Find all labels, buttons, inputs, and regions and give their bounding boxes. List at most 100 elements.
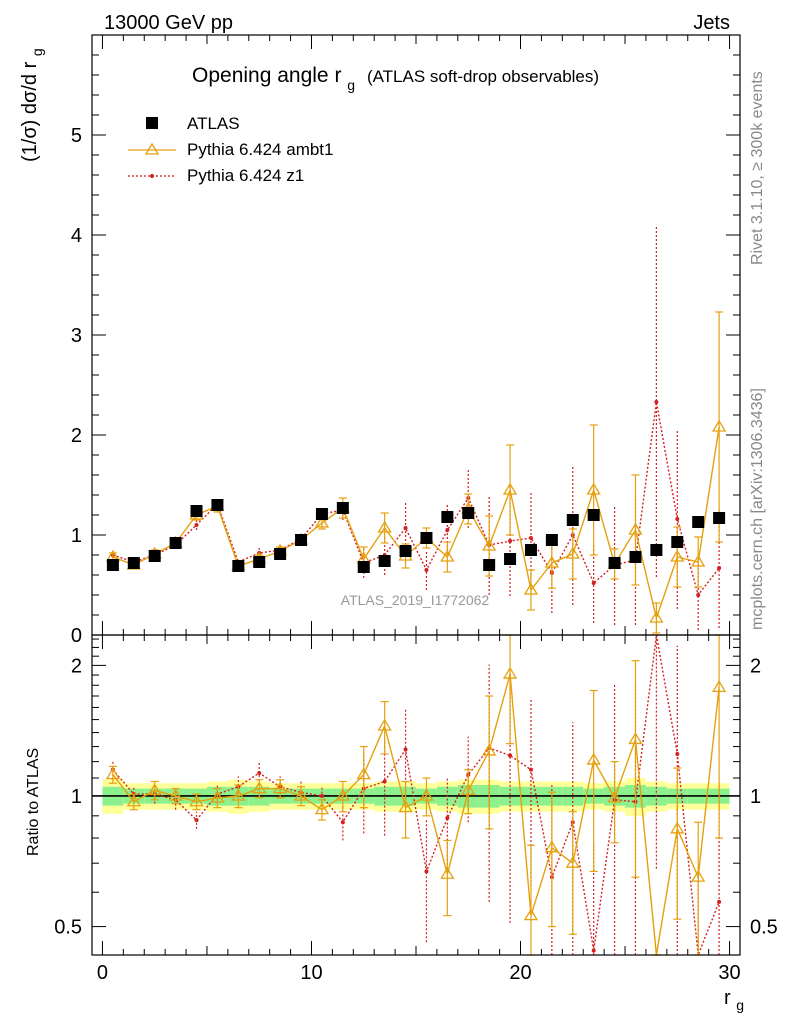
ratio-point-ambt1 [168,788,183,801]
main-y-tick-label: 5 [71,125,82,147]
header-process: Jets [693,12,730,34]
main-point-atlas [629,551,642,563]
y-axis-label-ratio: Ratio to ATLAS [25,748,42,856]
x-axis-label-sub: g [736,997,744,1013]
ratio-y-tick-label-right: 1 [750,786,761,808]
ratio-y-tick-label-left: 2 [71,655,82,677]
ratio-point-ambt1 [272,781,288,794]
main-point-ambt1 [502,482,518,495]
ratio-point-ambt1 [105,767,121,780]
main-y-tick-label: 1 [71,525,82,547]
legend: ATLAS Pythia 6.424 ambt1 Pythia 6.424 z1 [128,114,333,185]
ratio-point-ambt1 [461,783,476,796]
main-point-z1 [675,517,680,521]
legend-ambt1-label: Pythia 6.424 ambt1 [187,140,333,159]
ratio-point-z1 [424,869,429,874]
x-tick-label: 30 [718,962,740,984]
main-point-atlas [357,561,370,573]
ratio-point-ambt1 [565,855,580,868]
chart-title-suffix: (ATLAS soft-drop observables) [367,67,599,86]
ratio-point-ambt1 [440,867,455,879]
main-point-atlas [420,532,433,544]
main-point-ambt1 [314,515,330,528]
main-point-atlas [148,550,161,562]
mcplots-label: mcplots.cern.ch [arXiv:1306.3436] [749,388,766,630]
main-point-ambt1 [565,546,580,559]
y-axis-label-main-text: (1/σ) dσ/d r [19,61,41,162]
main-point-atlas [295,534,308,546]
x-axis-label: r g [724,987,744,1013]
x-tick-label: 20 [509,962,531,984]
main-point-atlas [190,505,203,517]
main-point-atlas [336,502,349,514]
main-point-ambt1 [440,549,455,562]
main-point-ambt1 [482,538,497,551]
main-series-line-z1 [112,401,720,597]
ratio-point-ambt1 [544,840,560,853]
ratio-point-ambt1 [126,794,141,807]
ratio-point-ambt1 [607,790,622,803]
main-point-atlas [399,545,412,557]
main-point-ambt1 [691,554,706,567]
main-point-atlas [106,559,119,571]
ratio-point-z1 [528,767,533,772]
y-axis-label-main-sub: g [29,48,45,56]
ratio-point-ambt1 [419,788,434,801]
legend-atlas-marker [146,117,158,129]
main-point-z1 [508,539,513,543]
ratio-point-ambt1 [356,767,371,780]
main-point-atlas [524,544,537,556]
main-point-atlas [504,553,517,565]
main-point-ambt1 [628,522,643,535]
main-point-atlas [671,536,684,548]
ratio-y-tick-label-left: 1 [71,786,82,808]
ratio-point-ambt1 [252,781,267,794]
main-point-z1 [528,536,533,540]
ratio-y-tick-label-left: 0.5 [54,917,82,939]
chart-title-text: Opening angle r [192,64,341,87]
main-point-atlas [378,555,391,567]
main-point-z1 [424,568,429,572]
chart-title: Opening angle r g (ATLAS soft-drop obser… [192,64,599,95]
ratio-point-z1 [194,818,199,823]
ratio-point-ambt1 [523,908,539,921]
main-y-tick-label: 2 [71,425,82,447]
x-tick-label: 0 [97,962,108,984]
legend-atlas-label: ATLAS [187,114,240,133]
main-point-z1 [194,523,199,527]
main-point-atlas [545,534,558,546]
main-point-atlas [232,560,245,572]
ratio-y-tick-label-right: 2 [750,655,761,677]
legend-ambt1-marker [144,142,160,155]
main-point-ambt1 [649,610,664,623]
ratio-point-z1 [403,747,408,752]
header-energy: 13000 GeV pp [104,12,233,34]
analysis-watermark: ATLAS_2019_I1772062 [341,592,490,608]
ratio-point-ambt1 [586,752,601,765]
ratio-point-z1 [717,899,722,904]
ratio-point-ambt1 [377,718,392,731]
main-point-ambt1 [523,582,539,595]
x-axis-label-text: r [724,987,731,1009]
main-series-line-ambt1 [112,426,720,621]
ratio-point-z1 [508,753,513,758]
ratio-point-z1 [591,948,596,953]
main-point-ambt1 [586,482,601,495]
ratio-point-z1 [340,820,345,825]
ratio-point-z1 [257,770,262,775]
ratio-point-ambt1 [314,802,330,815]
main-point-atlas [274,548,287,560]
ratio-point-ambt1 [482,743,497,756]
ratio-point-ambt1 [210,790,225,803]
main-point-ambt1 [544,555,560,568]
ratio-point-ambt1 [189,794,204,807]
main-point-ambt1 [377,520,392,533]
ratio-point-ambt1 [293,788,309,801]
main-panel-data [105,227,727,634]
main-point-z1 [654,400,659,404]
ratio-point-ambt1 [231,788,246,801]
ratio-point-ambt1 [670,821,685,834]
ratio-point-ambt1 [711,680,727,692]
axes: 0 10 20 30 0 1 2 3 4 5 0.5 0.5 1 1 2 2 [54,34,778,984]
